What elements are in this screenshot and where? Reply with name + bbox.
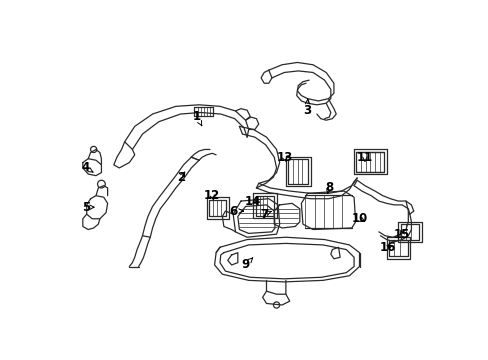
Text: 6: 6 (228, 204, 243, 217)
Text: 4: 4 (81, 161, 93, 175)
Text: 12: 12 (203, 189, 220, 202)
Text: 16: 16 (379, 241, 396, 254)
Text: 8: 8 (325, 181, 333, 194)
Text: 13: 13 (276, 150, 292, 164)
Text: 2: 2 (177, 171, 185, 184)
Text: 1: 1 (192, 110, 202, 126)
Text: 5: 5 (81, 201, 94, 214)
Text: 3: 3 (303, 99, 311, 117)
Text: 9: 9 (241, 258, 252, 271)
Text: 11: 11 (356, 150, 372, 164)
Text: 7: 7 (260, 208, 271, 221)
Text: 15: 15 (393, 228, 409, 240)
Text: 10: 10 (351, 212, 367, 225)
Text: 14: 14 (244, 194, 261, 208)
